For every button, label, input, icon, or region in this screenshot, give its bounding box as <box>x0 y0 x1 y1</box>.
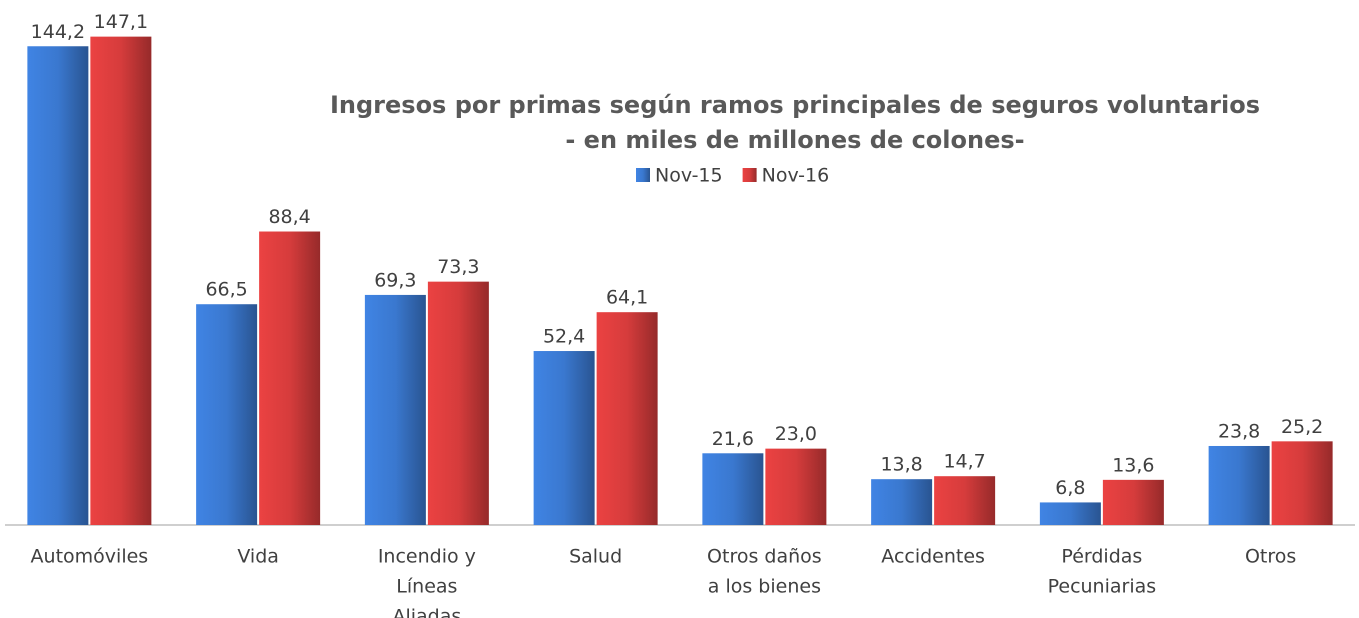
legend-swatch <box>636 168 650 182</box>
value-label: 25,2 <box>1281 416 1323 438</box>
bar <box>427 281 489 525</box>
legend-swatch <box>742 168 757 182</box>
legend-label: Nov-15 <box>655 165 723 187</box>
chart-subtitle: - en miles de millones de colones- <box>565 126 1024 154</box>
x-tick-label: Automóviles <box>31 546 149 568</box>
bar <box>259 231 321 525</box>
bar <box>1039 502 1101 525</box>
bar <box>934 476 996 525</box>
x-tick-label: Líneas <box>396 576 457 598</box>
x-tick-label: Vida <box>237 546 279 568</box>
value-label: 21,6 <box>712 428 754 450</box>
bar <box>1208 445 1270 525</box>
value-label: 52,4 <box>543 326 585 348</box>
x-tick-label: Otros daños <box>707 546 822 568</box>
bar <box>533 351 595 525</box>
bar <box>702 453 764 525</box>
x-tick-label: Pecuniarias <box>1048 576 1157 598</box>
x-tick-label: a los bienes <box>708 576 821 598</box>
x-tick-label: Incendio y <box>378 546 476 568</box>
value-label: 13,6 <box>1112 454 1154 476</box>
x-tick-label: Aliadas <box>392 606 461 618</box>
value-label: 13,8 <box>880 454 922 476</box>
bar <box>765 448 827 525</box>
value-label: 73,3 <box>437 256 479 278</box>
bar <box>1102 479 1164 525</box>
value-label: 88,4 <box>268 206 310 228</box>
value-label: 23,0 <box>775 423 817 445</box>
x-tick-label: Salud <box>569 546 622 568</box>
x-tick-label: Pérdidas <box>1061 546 1142 568</box>
value-label: 6,8 <box>1055 477 1085 499</box>
value-label: 23,8 <box>1218 420 1260 442</box>
bar <box>196 304 258 525</box>
legend-label: Nov-16 <box>762 165 830 187</box>
value-label: 147,1 <box>94 11 148 33</box>
bar <box>364 294 426 525</box>
x-tick-label: Accidentes <box>881 546 985 568</box>
value-label: 66,5 <box>205 279 247 301</box>
x-tick-label: Otros <box>1245 546 1296 568</box>
bar <box>871 479 933 525</box>
value-label: 69,3 <box>374 269 416 291</box>
bar <box>1271 441 1333 525</box>
value-label: 144,2 <box>31 21 85 43</box>
chart-title: Ingresos por primas según ramos principa… <box>330 91 1260 119</box>
value-label: 64,1 <box>606 287 648 309</box>
value-label: 14,7 <box>943 451 985 473</box>
bar <box>596 312 658 525</box>
bar <box>90 36 152 526</box>
bar <box>27 46 89 525</box>
